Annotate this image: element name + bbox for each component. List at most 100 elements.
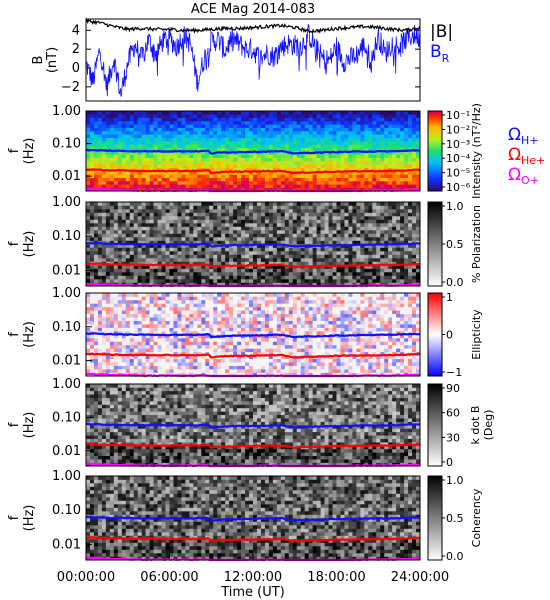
spectrogram-frame: [85, 383, 421, 467]
colorbar-tick-label: 10⁻¹: [446, 109, 470, 122]
gyrofrequency-legend: ΩH+ ΩHe+ ΩO+: [508, 125, 545, 187]
freq-tick-label: 0.10: [52, 503, 81, 518]
omega-h-line: [85, 148, 421, 155]
legend-omega-h: ΩH+: [508, 125, 539, 147]
b-field-panel: B (nT) 420−2 |B| BR: [31, 17, 453, 102]
omega-h-line: [85, 332, 421, 339]
spectrogram-panel-2: 1.00 0.10 0.01 f (Hz) 1.0 0.5 0.0 % Polarization: [7, 195, 483, 289]
omega-he-line: [85, 442, 421, 450]
legend-br-sub: R: [442, 52, 450, 65]
x-tick-label: 06:00:00: [140, 570, 198, 585]
colorbar: [427, 110, 443, 192]
spectrogram-panel-3: 1.00 0.10 0.01 f (Hz) 1 0 −1 Ellipticity: [7, 286, 483, 379]
b-ylabel-top: B: [31, 56, 46, 65]
colorbar-tick-label: 10⁻³: [446, 138, 470, 151]
x-tick-label: 00:00:00: [57, 570, 115, 585]
colorbar-tick-label: 0: [446, 456, 453, 469]
freq-tick-label: 0.10: [52, 320, 81, 335]
colorbar: [427, 475, 443, 561]
freq-tick-label: 1.00: [52, 195, 81, 210]
colorbar-tick-label: 0.0: [446, 276, 464, 289]
omega-he-line: [85, 168, 421, 175]
omega-h-line: [85, 422, 421, 429]
spectrogram-cells: [86, 293, 421, 377]
colorbar-tick-label: 60: [446, 407, 460, 420]
colorbar-label-top: k dot B: [469, 406, 482, 445]
freq-tick-label: 1.00: [52, 469, 81, 484]
freq-ylabel-bottom: (Hz): [22, 231, 37, 258]
colorbar-tick-label: −1: [446, 366, 462, 379]
colorbar-tick-label: 1: [446, 291, 453, 304]
b-ytick-label: −2: [61, 80, 80, 95]
colorbar-tick-label: 10⁻²: [446, 123, 470, 136]
omega-he-line: [86, 352, 421, 359]
spectrogram-cells: [86, 111, 421, 192]
colorbar-tick-label: 10⁻⁵: [446, 167, 470, 180]
colorbar: [427, 292, 443, 377]
colorbar-tick-label: 1.0: [446, 474, 464, 487]
spectrogram-panel-5: 1.00 0.10 0.01 f (Hz) 1.0 0.5 0.0 Coherency: [7, 469, 483, 563]
freq-ylabel-top: f: [7, 241, 22, 246]
br-line: [85, 23, 421, 97]
spectrogram-panel-4: 1.00 0.10 0.01 f (Hz) 90 60 30 0 k dot B (Deg): [7, 377, 495, 469]
legend-omega-he: ΩHe+: [508, 145, 545, 167]
figure-title: ACE Mag 2014-083: [191, 2, 315, 17]
freq-tick-label: 0.10: [52, 229, 81, 244]
freq-tick-label: 0.10: [52, 137, 81, 152]
omega-he-line: [85, 536, 421, 543]
legend-br-main: B: [430, 42, 442, 62]
freq-tick-label: 0.01: [52, 263, 81, 278]
x-axis-label: Time (UT): [220, 585, 285, 600]
colorbar-tick-label: 1.0: [446, 200, 464, 213]
freq-ylabel-top: f: [7, 422, 22, 427]
x-tick-label: 18:00:00: [307, 570, 365, 585]
freq-ylabel-bottom: (Hz): [22, 412, 37, 439]
colorbar: [427, 383, 443, 467]
colorbar-tick-label: 10⁻⁶: [446, 181, 471, 194]
freq-tick-label: 0.10: [52, 410, 81, 425]
freq-tick-label: 0.01: [52, 354, 81, 369]
spectrogram-frame: [85, 201, 421, 287]
freq-ylabel-bottom: (Hz): [22, 321, 37, 348]
freq-tick-label: 0.01: [52, 169, 81, 184]
colorbar-tick-label: 0.5: [446, 238, 464, 251]
colorbar-tick-label: 0: [446, 329, 453, 342]
btotal-line: [85, 17, 421, 34]
colorbar-tick-label: 0.0: [446, 550, 464, 563]
colorbar-label: Intensity (nT²/Hz): [470, 103, 483, 199]
legend-br: BR: [430, 42, 450, 65]
spectrogram-frame: [85, 292, 421, 377]
b-ytick-label: 2: [72, 42, 80, 57]
colorbar-tick-label: 0.5: [446, 512, 464, 525]
freq-tick-label: 1.00: [52, 104, 81, 119]
legend-btotal: |B|: [430, 22, 453, 42]
freq-ylabel-bottom: (Hz): [22, 505, 37, 532]
spectrogram-frame: [85, 110, 421, 192]
b-ytick-label: 0: [72, 61, 80, 76]
freq-ylabel-bottom: (Hz): [22, 138, 37, 165]
b-field-frame: [85, 18, 421, 102]
omega-he-line: [85, 262, 421, 269]
omega-h-line: [85, 241, 421, 248]
colorbar-label: Ellipticity: [470, 309, 483, 360]
legend-omega-o: ΩO+: [508, 165, 539, 187]
colorbar-tick-label: 90: [446, 382, 460, 395]
x-tick-label: 12:00:00: [224, 570, 282, 585]
freq-tick-label: 0.01: [52, 537, 81, 552]
colorbar-tick-label: 30: [446, 431, 460, 444]
colorbar-label: Coherency: [470, 488, 483, 547]
x-tick-label: 24:00:00: [391, 570, 449, 585]
colorbar-label: % Polarization: [470, 205, 483, 283]
b-ylabel-bottom: (nT): [45, 47, 60, 73]
freq-ylabel-top: f: [7, 515, 22, 520]
omega-h-line: [85, 515, 421, 523]
colorbar-tick-label: 10⁻⁴: [446, 152, 471, 165]
spectrogram-panel-1: 1.00 0.10 0.01 f (Hz) 10⁻¹10⁻² 10⁻³10⁻⁴ 10⁻⁵10⁻…: [7, 103, 483, 199]
freq-tick-label: 1.00: [52, 286, 81, 301]
freq-ylabel-top: f: [7, 332, 22, 337]
colorbar-label-bottom: (Deg): [482, 410, 495, 441]
freq-tick-label: 0.01: [52, 444, 81, 459]
freq-tick-label: 1.00: [52, 377, 81, 392]
colorbar: [427, 201, 443, 287]
